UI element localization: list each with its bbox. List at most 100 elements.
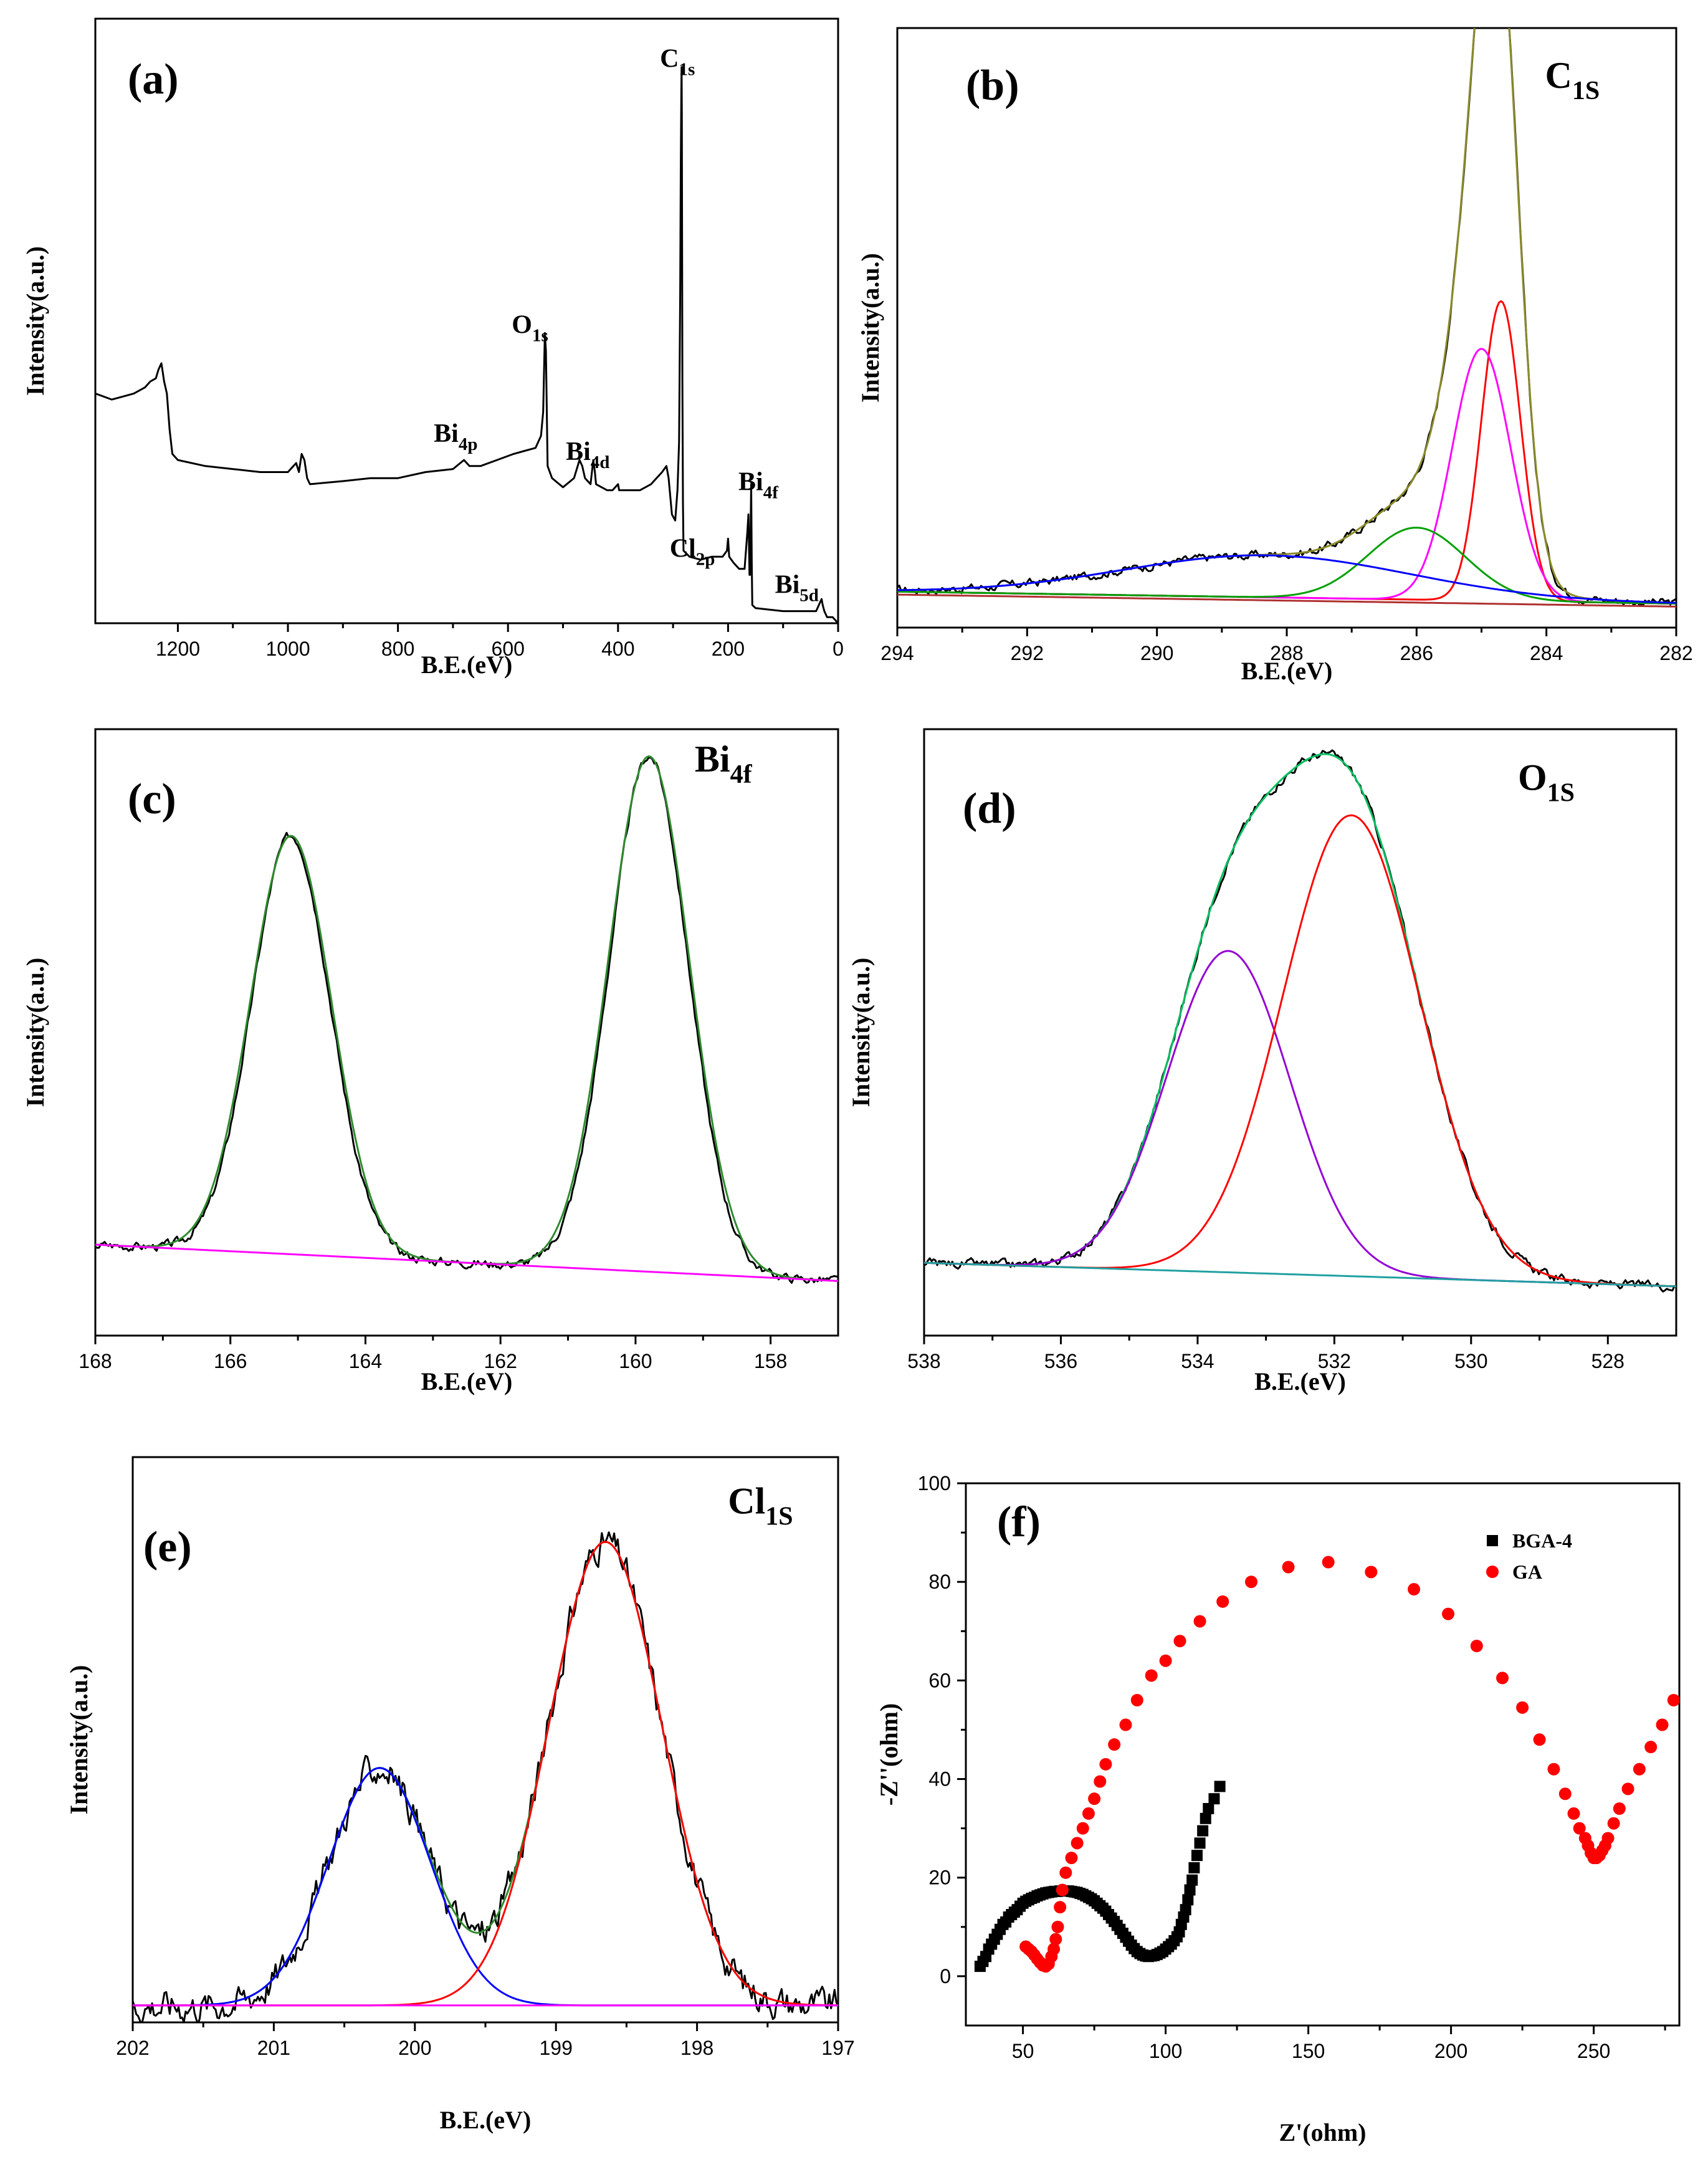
series-o-c-o-288-3-ev-	[897, 554, 1676, 604]
data-point-ga	[1573, 1822, 1586, 1835]
x-tick-label: 202	[116, 2037, 149, 2059]
y-axis-label: Intensity(a.u.)	[856, 253, 884, 403]
peak-annotation: Bi4p	[434, 419, 477, 454]
data-point-ga	[1322, 1556, 1335, 1569]
data-point-bga-4	[1184, 1884, 1196, 1896]
panel-a: 1200 1000 800 600 400 200 0 B.E.(eV) Intensity(a…	[21, 17, 844, 679]
peak-annotation: Bi4d	[566, 438, 609, 472]
peak-annotation: O1s	[512, 310, 548, 345]
peak-annotation: Cl2p	[670, 534, 715, 569]
data-point-ga	[1099, 1758, 1112, 1771]
y-axis-label: -Z''(ohm)	[875, 1703, 903, 1805]
data-point-ga	[1567, 1807, 1580, 1820]
data-point-ga	[1216, 1595, 1229, 1608]
data-point-ga	[1644, 1741, 1658, 1754]
panel-c: 168 166 164 162 160 158 B.E.(eV) Intensity(a.u.…	[21, 728, 839, 1395]
x-tick-label: 158	[754, 1350, 787, 1372]
legend-marker	[1487, 1535, 1498, 1546]
data-point-bga-4	[1208, 1793, 1220, 1805]
panel-label: (e)	[143, 1523, 192, 1571]
data-point-ga	[1159, 1654, 1172, 1667]
plot-frame	[94, 17, 839, 624]
x-tick-label: 0	[833, 638, 844, 660]
panel-label: (b)	[966, 62, 1019, 110]
panel-b: 294 292 290 288 286 284 282 B.E.(eV) Intensity(a…	[856, 27, 1693, 685]
plot-frame	[94, 728, 839, 1337]
data-point-ga	[1119, 1718, 1132, 1731]
x-tick-label: 199	[540, 2037, 573, 2059]
y-tick-label: 80	[928, 1571, 951, 1593]
series-group	[974, 1556, 1679, 1973]
series-raw-data	[924, 749, 1676, 1293]
data-point-bga-4	[1194, 1837, 1206, 1849]
y-tick-label: 100	[918, 1472, 951, 1495]
x-axis-label: Z'(ohm)	[1279, 2118, 1367, 2146]
x-axis-label: B.E.(eV)	[421, 1367, 513, 1395]
x-tick-label: 400	[601, 638, 634, 660]
x-tick-label: 290	[1140, 642, 1173, 664]
data-point-ga	[1621, 1782, 1634, 1796]
data-point-ga	[1054, 1901, 1067, 1914]
x-tick-label: 201	[257, 2037, 290, 2059]
data-point-ga	[1065, 1852, 1078, 1865]
x-tick-label: 168	[79, 1350, 112, 1372]
peak-annotation: C1s	[660, 45, 695, 80]
x-tick-label: 50	[1012, 2040, 1034, 2062]
data-point-ga	[1496, 1672, 1509, 1685]
panel-e: 202 201 200 199 198 197 B.E.(eV) Intensity(a.u.…	[65, 1456, 855, 2134]
x-tick-label: 800	[381, 638, 414, 660]
data-point-ga	[1071, 1837, 1084, 1850]
data-point-ga	[1633, 1762, 1646, 1776]
data-point-ga	[1558, 1787, 1572, 1801]
x-tick-label: 536	[1044, 1350, 1077, 1372]
data-point-ga	[1667, 1694, 1679, 1706]
series-envelope-fit	[924, 753, 1676, 1288]
y-axis-label: Intensity(a.u.)	[65, 1665, 93, 1814]
series-c-o-286-0-ev-	[897, 527, 1676, 605]
data-point-ga	[1059, 1866, 1072, 1879]
y-axis-label: Intensity(a.u.)	[21, 957, 49, 1107]
data-point-ga	[1282, 1561, 1295, 1574]
x-tick-label: 288	[1270, 642, 1303, 664]
data-point-bga-4	[1180, 1904, 1191, 1916]
data-point-bga-4	[1186, 1874, 1198, 1886]
plot-frame	[923, 728, 1677, 1337]
peak-annotation: Bi4f	[738, 468, 778, 503]
series-raw-data	[95, 757, 838, 1284]
x-tick-label: 160	[619, 1350, 652, 1372]
data-point-ga	[1047, 1943, 1061, 1956]
data-point-ga	[1408, 1583, 1421, 1596]
x-tick-label: 198	[680, 2037, 713, 2059]
x-axis-label: B.E.(eV)	[1254, 1367, 1346, 1395]
data-point-ga	[1082, 1807, 1095, 1820]
data-point-ga	[1442, 1607, 1455, 1620]
x-tick-label: 164	[349, 1350, 382, 1372]
data-point-ga	[1601, 1832, 1615, 1845]
x-tick-label: 150	[1292, 2040, 1325, 2062]
legend-marker	[1486, 1566, 1499, 1578]
peak-annotation: O1S	[1518, 757, 1575, 807]
legend-label: GA	[1512, 1561, 1542, 1583]
x-tick-label: 100	[1149, 2040, 1182, 2062]
x-tick-label: 282	[1659, 642, 1692, 664]
data-point-ga	[1245, 1576, 1257, 1589]
x-tick-label: 284	[1530, 642, 1563, 664]
x-tick-label: 250	[1577, 2040, 1610, 2062]
data-point-ga	[1094, 1775, 1107, 1788]
series-group	[897, 28, 1676, 608]
data-point-ga	[1145, 1669, 1158, 1682]
data-point-ga	[1365, 1566, 1378, 1579]
y-axis-label: Intensity(a.u.)	[21, 246, 49, 396]
series-background	[95, 1243, 838, 1282]
series-c-o-285-0-ev-	[897, 348, 1676, 605]
y-tick-label: 60	[928, 1669, 951, 1691]
peak-annotation: Bi5d	[775, 571, 819, 606]
y-axis-label: Intensity(a.u.)	[847, 957, 875, 1107]
series-raw-data	[133, 1531, 838, 2022]
data-point-ga	[1613, 1802, 1626, 1815]
x-axis-label: B.E.(eV)	[421, 651, 513, 679]
x-tick-label: 534	[1181, 1350, 1214, 1372]
x-tick-label: 538	[907, 1350, 940, 1372]
series-background	[924, 1261, 1676, 1288]
